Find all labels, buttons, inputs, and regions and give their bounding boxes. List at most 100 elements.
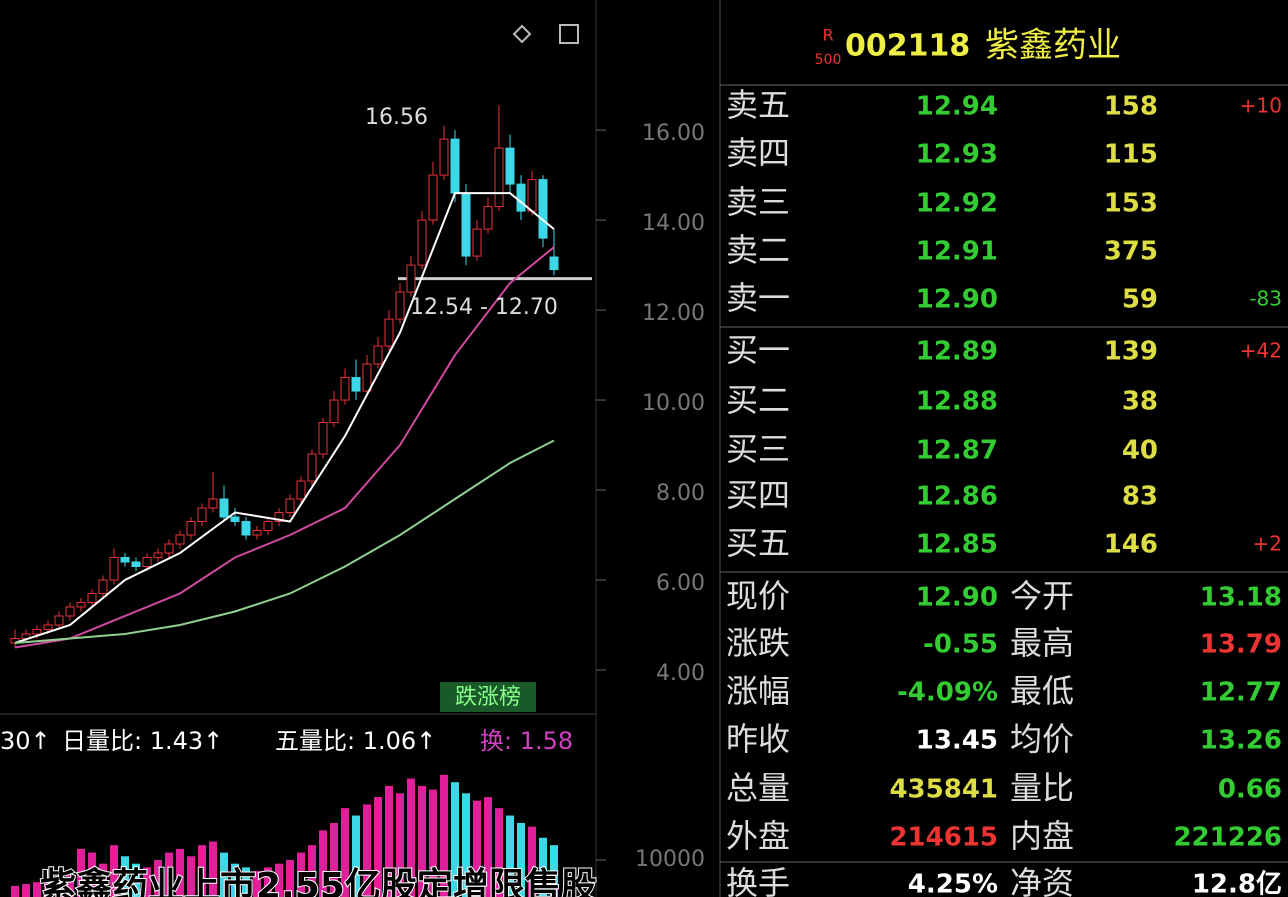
volume-bar bbox=[88, 852, 96, 897]
candle-body bbox=[318, 422, 328, 455]
volume-bar bbox=[539, 837, 547, 897]
candle-body bbox=[494, 147, 504, 208]
volume-bar bbox=[319, 830, 327, 897]
candle-body bbox=[406, 264, 416, 293]
book-volume: 83 bbox=[1122, 482, 1158, 512]
book-change: +10 bbox=[1240, 94, 1282, 118]
stat-label: 净资 bbox=[1010, 864, 1074, 897]
volume-header: 日量比: 1.43↑ bbox=[62, 727, 223, 755]
candle-body bbox=[164, 543, 174, 554]
candle-body bbox=[230, 516, 240, 523]
candle-body bbox=[285, 498, 295, 514]
candle-body bbox=[252, 530, 262, 536]
diamond-icon[interactable] bbox=[512, 24, 532, 44]
candle-body bbox=[340, 377, 350, 401]
candle-body bbox=[505, 147, 515, 185]
candle-body bbox=[384, 318, 394, 347]
stat-value: 13.45 bbox=[916, 726, 998, 756]
candle-body bbox=[208, 498, 218, 509]
y-tick-label: 10.00 bbox=[642, 391, 705, 416]
book-price: 12.93 bbox=[916, 140, 998, 170]
book-change: +2 bbox=[1253, 532, 1282, 556]
volume-bar bbox=[66, 874, 74, 897]
book-price: 12.91 bbox=[916, 237, 998, 267]
volume-tick-label: 10000 bbox=[635, 847, 705, 872]
stat-value: 12.77 bbox=[1200, 678, 1282, 708]
candle-body bbox=[175, 534, 185, 545]
volume-bar bbox=[440, 774, 448, 897]
volume-header: 30↑ bbox=[0, 727, 51, 755]
book-change: -83 bbox=[1249, 287, 1282, 311]
candle-body bbox=[263, 521, 273, 532]
book-label: 买四 bbox=[726, 476, 790, 514]
candle-body bbox=[439, 138, 449, 176]
stat-value: 214615 bbox=[889, 823, 998, 853]
volume-bar bbox=[44, 880, 52, 897]
window-icon[interactable] bbox=[559, 24, 579, 44]
candle-body bbox=[296, 480, 306, 500]
stock-code: 002118 bbox=[845, 29, 970, 64]
candle-body bbox=[76, 601, 86, 608]
book-label: 买二 bbox=[726, 381, 790, 419]
book-label: 卖四 bbox=[726, 134, 790, 172]
volume-bar bbox=[231, 863, 239, 897]
book-volume: 59 bbox=[1122, 285, 1158, 315]
volume-bar bbox=[517, 822, 525, 897]
volume-bar bbox=[110, 845, 118, 897]
stat-label: 均价 bbox=[1010, 720, 1074, 758]
candle-body bbox=[120, 556, 130, 563]
book-price: 12.86 bbox=[916, 482, 998, 512]
candle-body bbox=[428, 174, 438, 221]
moving-average bbox=[14, 192, 555, 644]
book-price: 12.87 bbox=[916, 436, 998, 466]
stat-value: 12.8亿 bbox=[1192, 870, 1282, 897]
candle-body bbox=[186, 521, 196, 536]
volume-bar bbox=[55, 878, 63, 897]
candle-body bbox=[87, 592, 97, 603]
volume-bar bbox=[253, 871, 261, 897]
volume-bar bbox=[451, 782, 459, 897]
book-price: 12.92 bbox=[916, 189, 998, 219]
volume-bar bbox=[407, 778, 415, 897]
annotation: 16.56 bbox=[365, 105, 428, 130]
volume-bar bbox=[352, 815, 360, 897]
stat-label: 最高 bbox=[1010, 624, 1074, 662]
volume-bar bbox=[385, 785, 393, 897]
badge-box[interactable] bbox=[440, 682, 536, 712]
book-volume: 375 bbox=[1104, 237, 1158, 267]
volume-bar bbox=[297, 852, 305, 897]
candle-body bbox=[373, 345, 383, 365]
volume-bar bbox=[22, 884, 30, 897]
stat-label: 涨幅 bbox=[726, 672, 790, 710]
volume-bar bbox=[341, 808, 349, 897]
volume-bar bbox=[418, 785, 426, 897]
volume-bar bbox=[506, 815, 514, 897]
candle-body bbox=[131, 561, 141, 567]
stat-label: 今开 bbox=[1010, 577, 1074, 615]
book-price: 12.94 bbox=[916, 92, 998, 122]
moving-average bbox=[14, 246, 555, 649]
stat-value: 0.66 bbox=[1218, 775, 1282, 805]
candle-body bbox=[527, 179, 537, 212]
volume-bar bbox=[143, 867, 151, 897]
volume-bar bbox=[330, 822, 338, 897]
candle-body bbox=[54, 615, 64, 626]
book-label: 卖二 bbox=[726, 231, 790, 269]
stat-value: 435841 bbox=[889, 775, 998, 805]
stat-value: 13.26 bbox=[1200, 726, 1282, 756]
candle-body bbox=[538, 179, 548, 239]
stat-value: 12.90 bbox=[916, 583, 998, 613]
book-volume: 38 bbox=[1122, 387, 1158, 417]
candle-body bbox=[65, 606, 75, 617]
candle-body bbox=[472, 228, 482, 257]
book-volume: 139 bbox=[1104, 337, 1158, 367]
stat-value: -4.09% bbox=[897, 678, 998, 708]
stat-value: 221226 bbox=[1173, 823, 1282, 853]
candle-body bbox=[197, 507, 207, 523]
y-tick-label: 16.00 bbox=[642, 121, 705, 146]
ranking-badge[interactable]: 跌涨榜 bbox=[455, 685, 521, 710]
volume-bar bbox=[154, 859, 162, 897]
